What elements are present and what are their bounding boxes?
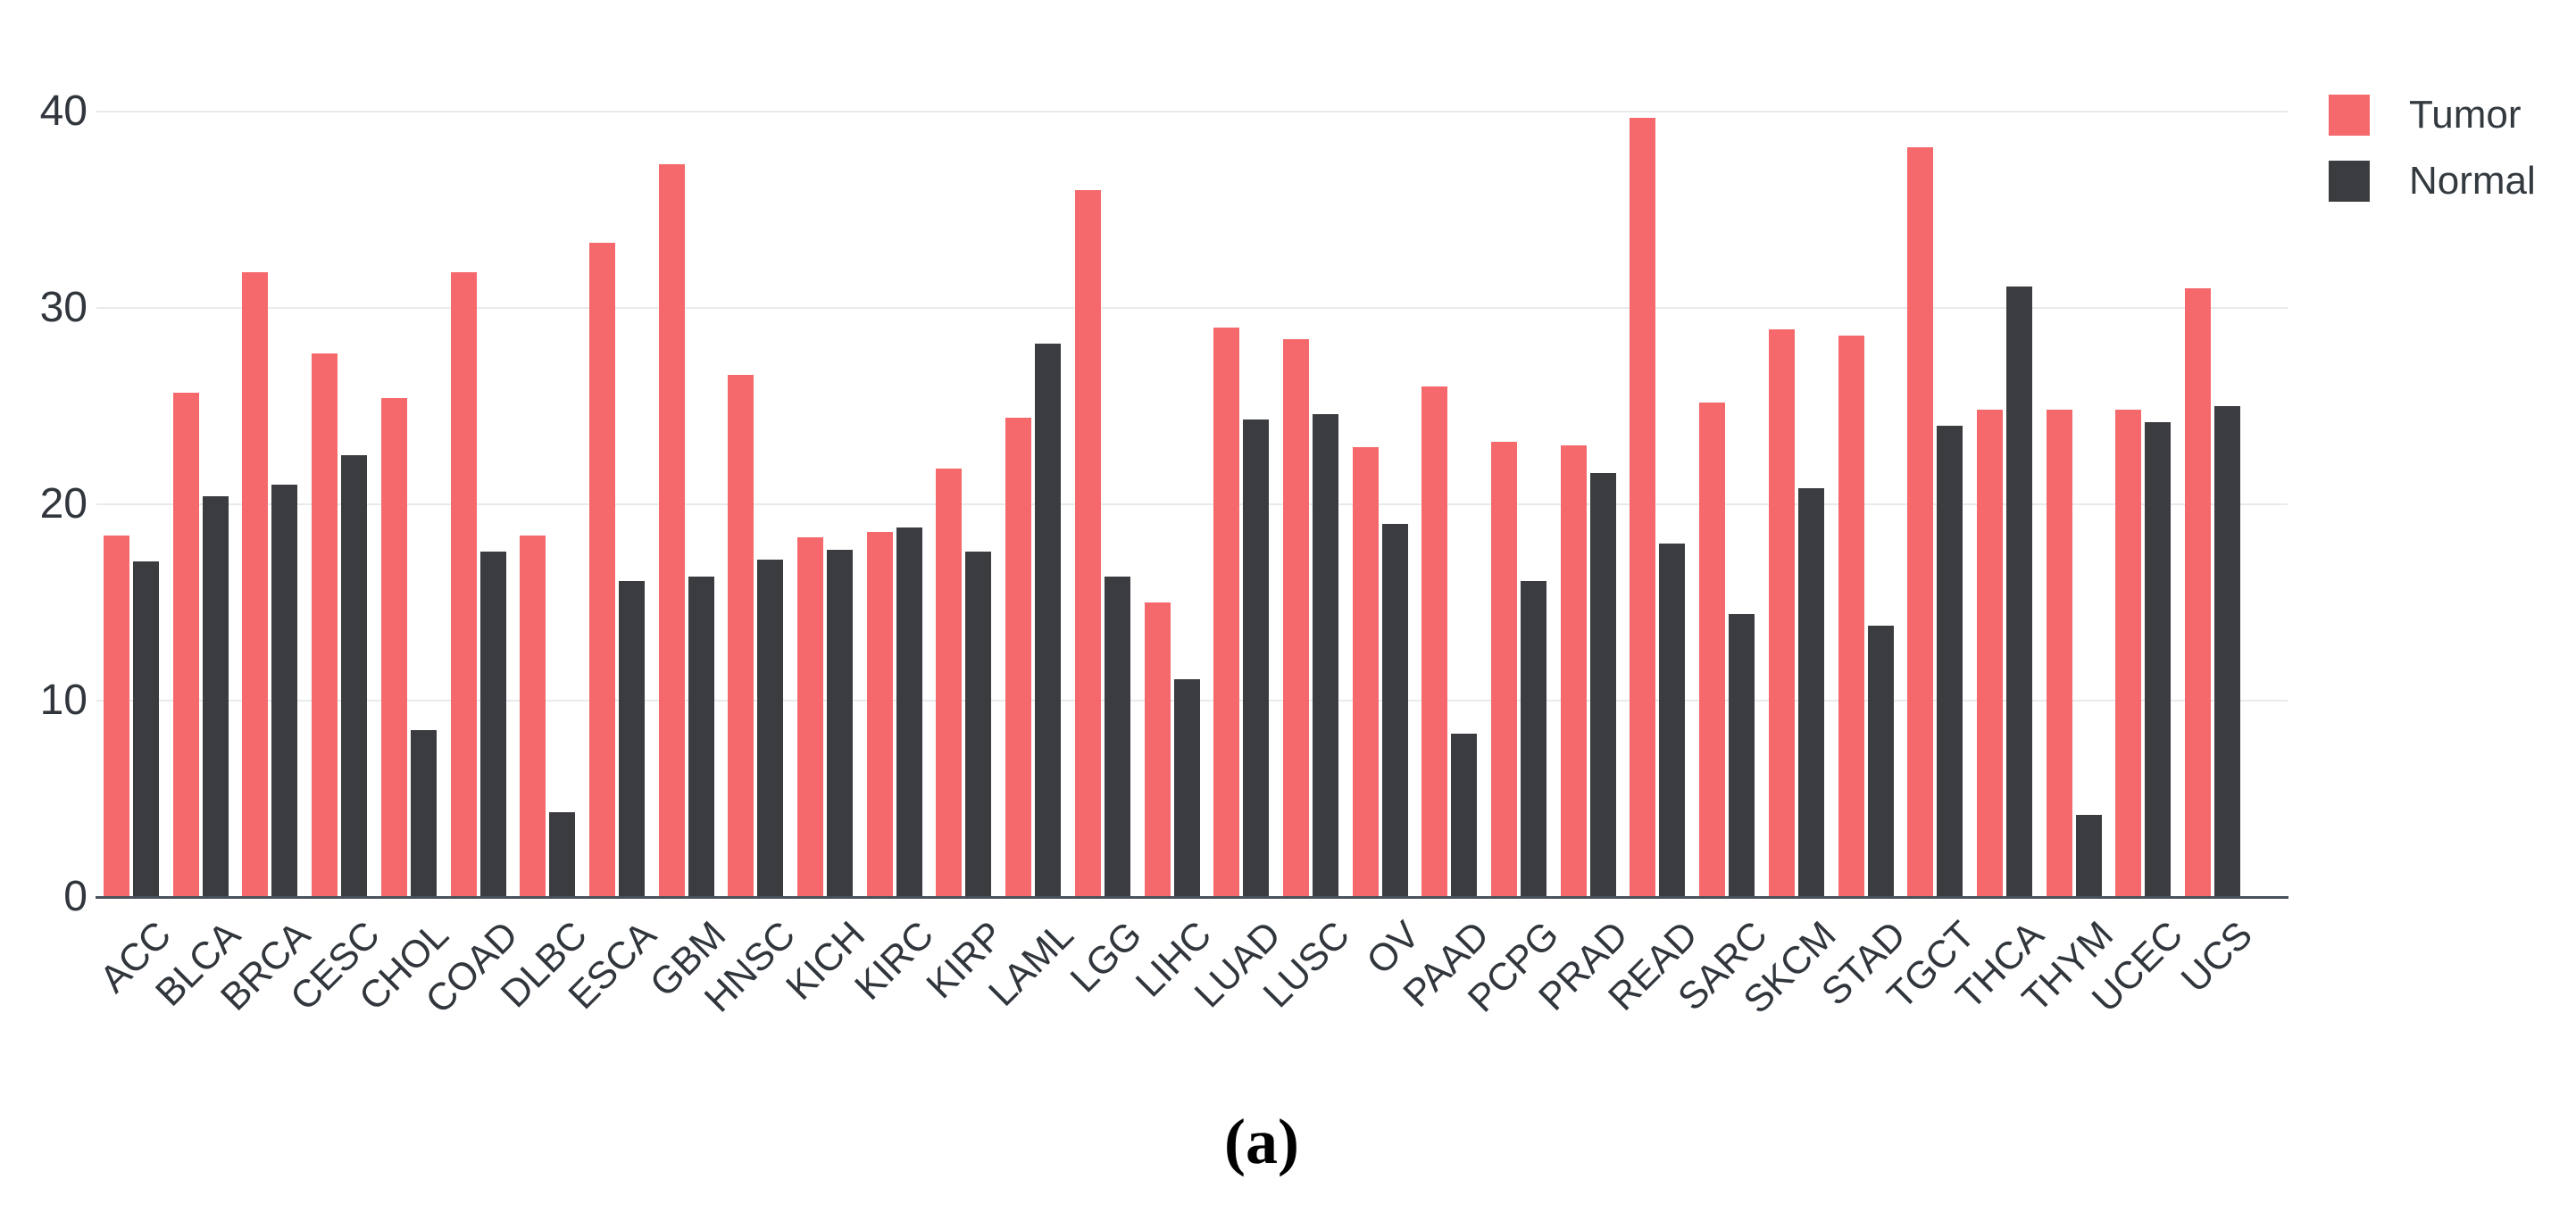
bar-normal-OV — [1382, 524, 1408, 897]
y-tick-label-30: 30 — [39, 284, 88, 331]
subfigure-caption: (a) — [1224, 1106, 1299, 1177]
bar-normal-LGG — [1105, 577, 1130, 897]
y-tick-label-10: 10 — [39, 677, 88, 724]
bar-tumor-DLBC — [520, 536, 546, 897]
bar-tumor-PAAD — [1421, 386, 1447, 897]
bar-tumor-HNSC — [728, 375, 754, 897]
bar-tumor-LGG — [1075, 190, 1101, 897]
bar-normal-SARC — [1729, 614, 1755, 897]
y-tick-label-40: 40 — [39, 87, 88, 135]
bar-normal-THCA — [2006, 287, 2032, 897]
bar-normal-CHOL — [411, 730, 437, 897]
bar-tumor-ESCA — [589, 243, 615, 897]
bar-tumor-CHOL — [381, 398, 407, 897]
bar-tumor-SARC — [1699, 403, 1725, 897]
bar-normal-KICH — [827, 550, 853, 897]
bar-tumor-GBM — [659, 164, 685, 897]
gridline-30 — [96, 307, 2288, 309]
bar-tumor-LIHC — [1145, 602, 1171, 897]
bar-tumor-THYM — [2047, 410, 2072, 897]
bar-normal-BLCA — [203, 496, 229, 897]
bar-tumor-KICH — [797, 537, 823, 897]
legend-entry-tumor: Tumor — [2329, 93, 2536, 137]
bar-tumor-TGCT — [1907, 147, 1933, 897]
bar-tumor-KIRC — [867, 532, 893, 897]
bar-tumor-SKCM — [1769, 329, 1795, 897]
bar-normal-GBM — [688, 577, 714, 897]
bar-tumor-THCA — [1977, 410, 2003, 897]
legend-swatch-normal — [2329, 161, 2370, 202]
bar-tumor-CESC — [312, 353, 338, 897]
gridline-20 — [96, 503, 2288, 505]
bar-normal-HNSC — [757, 560, 783, 897]
bar-normal-READ — [1659, 544, 1685, 897]
x-tick-label-UCS: UCS — [2173, 913, 2262, 1001]
legend: Tumor Normal — [2329, 93, 2536, 225]
legend-label-normal: Normal — [2409, 159, 2536, 203]
bar-tumor-READ — [1630, 118, 1655, 897]
bar-tumor-KIRP — [936, 469, 962, 897]
x-tick-label-KICH: KICH — [778, 913, 874, 1009]
bar-tumor-BRCA — [242, 272, 268, 897]
bar-normal-KIRP — [965, 552, 991, 897]
bar-normal-COAD — [480, 552, 506, 897]
gridline-40 — [96, 111, 2288, 112]
x-tick-label-LGG: LGG — [1063, 913, 1151, 1001]
bar-tumor-UCEC — [2115, 410, 2141, 897]
bar-normal-TGCT — [1937, 426, 1963, 897]
bar-tumor-PCPG — [1491, 442, 1517, 897]
bar-normal-PRAD — [1590, 473, 1616, 897]
bar-normal-SKCM — [1798, 488, 1824, 897]
bar-normal-PAAD — [1451, 734, 1477, 897]
x-tick-label-KIRC: KIRC — [846, 913, 943, 1009]
legend-label-tumor: Tumor — [2409, 93, 2522, 137]
bar-normal-LIHC — [1174, 679, 1200, 897]
legend-swatch-tumor — [2329, 95, 2370, 136]
bar-tumor-LUSC — [1283, 339, 1309, 897]
y-tick-label-20: 20 — [39, 480, 88, 527]
bar-tumor-UCS — [2185, 288, 2211, 897]
y-tick-label-0: 0 — [63, 873, 88, 920]
bar-normal-ACC — [133, 561, 159, 897]
bar-normal-KIRC — [896, 527, 922, 897]
bar-tumor-PRAD — [1561, 445, 1587, 897]
bar-normal-LAML — [1035, 344, 1061, 897]
bar-tumor-BLCA — [173, 393, 199, 897]
bar-normal-LUAD — [1243, 419, 1269, 897]
bar-normal-PCPG — [1521, 581, 1546, 897]
bar-normal-ESCA — [619, 581, 645, 897]
bar-normal-LUSC — [1313, 414, 1338, 897]
bar-normal-UCS — [2214, 406, 2240, 897]
bar-normal-BRCA — [271, 485, 297, 897]
bar-tumor-LAML — [1005, 418, 1031, 897]
x-axis-line — [96, 896, 2288, 899]
legend-entry-normal: Normal — [2329, 159, 2536, 204]
bar-tumor-STAD — [1838, 336, 1864, 897]
bar-normal-DLBC — [549, 812, 575, 897]
bar-tumor-COAD — [451, 272, 477, 897]
bar-tumor-ACC — [104, 536, 129, 897]
bar-normal-UCEC — [2145, 422, 2171, 897]
bar-normal-THYM — [2076, 815, 2102, 897]
bar-normal-STAD — [1868, 626, 1894, 897]
bar-tumor-OV — [1353, 447, 1379, 897]
bar-normal-CESC — [341, 455, 367, 897]
bar-tumor-LUAD — [1213, 328, 1239, 897]
